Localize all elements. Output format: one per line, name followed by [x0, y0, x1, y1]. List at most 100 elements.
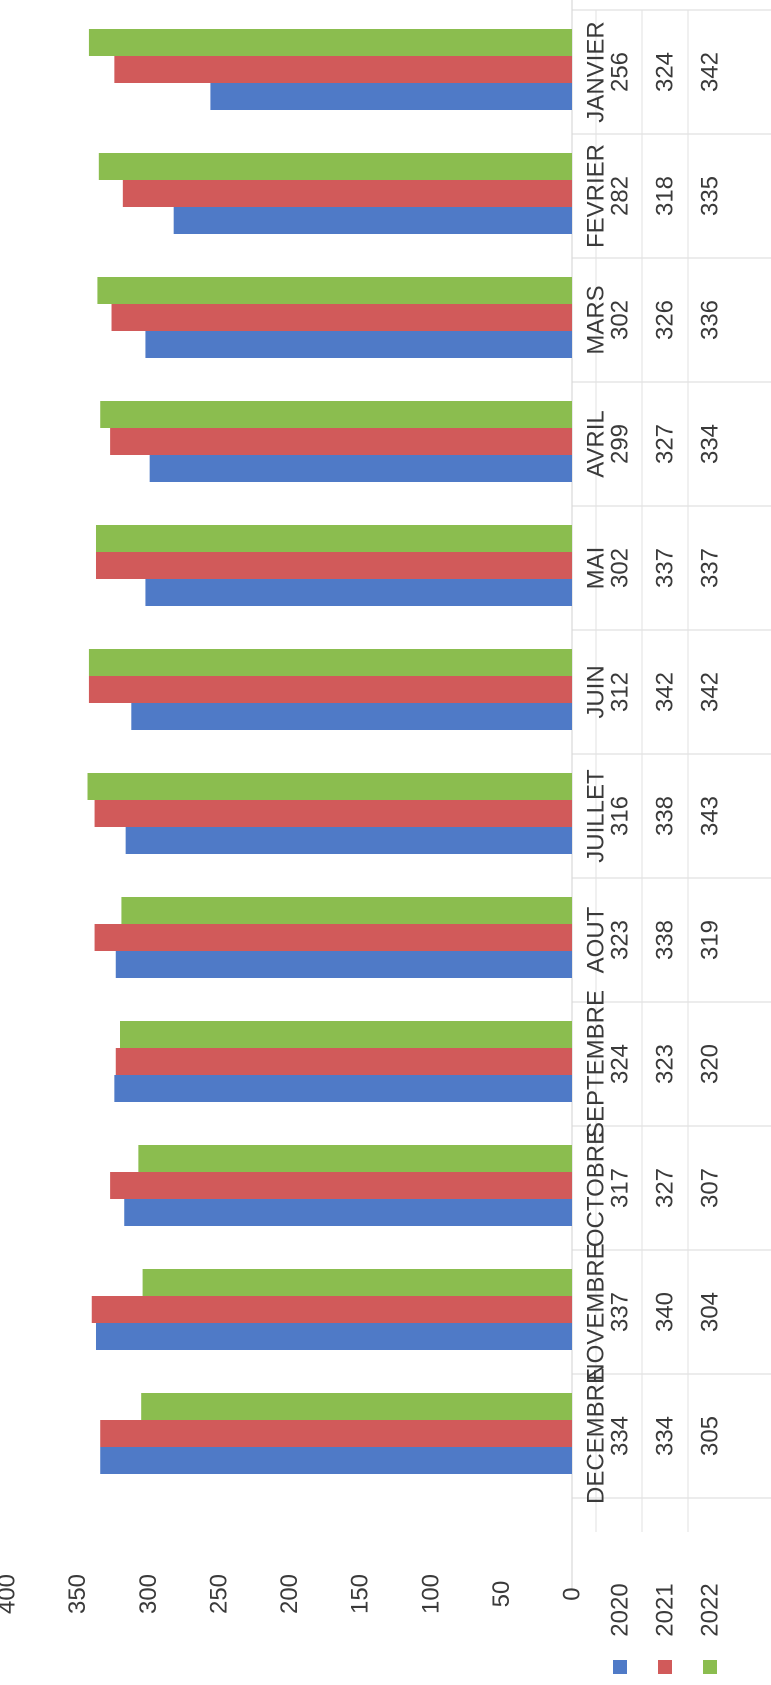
value-tick-label: 300: [135, 1574, 162, 1614]
bar-2020-fevrier: [173, 207, 573, 234]
data-label: 307: [697, 1168, 724, 1208]
data-label: 316: [607, 796, 634, 836]
data-label: 324: [652, 52, 679, 92]
data-label: 319: [697, 920, 724, 960]
bar-2020-avril: [149, 455, 572, 482]
bar-2022-aout: [121, 897, 572, 924]
bar-2021-avril: [110, 428, 573, 455]
data-label: 317: [607, 1168, 634, 1208]
bar-2020-decembre: [100, 1447, 572, 1474]
category-label: AVRIL: [583, 410, 610, 478]
category-label: MARS: [583, 285, 610, 354]
category-label: AOUT: [583, 906, 610, 973]
data-label: 342: [697, 52, 724, 92]
data-label: 282: [607, 176, 634, 216]
data-label: 334: [697, 424, 724, 464]
bar-2020-novembre: [95, 1323, 573, 1350]
data-label: 337: [697, 548, 724, 588]
data-label: 304: [697, 1292, 724, 1332]
bar-2020-aout: [115, 951, 572, 978]
value-tick-label: 400: [0, 1574, 21, 1614]
data-label: 320: [697, 1044, 724, 1084]
data-label: 312: [607, 672, 634, 712]
data-label: 338: [652, 920, 679, 960]
legend-key-2020: [613, 1660, 627, 1674]
value-tick-label: 250: [205, 1574, 232, 1614]
legend-label-2021: 2021: [652, 1583, 679, 1636]
bar-2020-septembre: [114, 1075, 572, 1102]
bar-2022-novembre: [142, 1269, 572, 1296]
data-label: 327: [652, 424, 679, 464]
data-label: 324: [607, 1044, 634, 1084]
value-tick-label: 50: [488, 1581, 515, 1608]
data-label: 338: [652, 796, 679, 836]
value-tick-label: 150: [347, 1574, 374, 1614]
data-label: 340: [652, 1292, 679, 1332]
legend-label-2022: 2022: [697, 1583, 724, 1636]
category-label: MAI: [583, 547, 610, 590]
bar-2021-aout: [94, 924, 572, 951]
value-tick-label: 350: [64, 1574, 91, 1614]
bar-2021-fevrier: [122, 180, 572, 207]
bar-2021-octobre: [110, 1172, 573, 1199]
data-label: 299: [607, 424, 634, 464]
bar-2021-mai: [95, 552, 573, 579]
data-label: 256: [607, 52, 634, 92]
data-label: 302: [607, 548, 634, 588]
bar-2022-fevrier: [98, 153, 572, 180]
bar-2022-janvier: [88, 29, 573, 56]
bar-2022-octobre: [138, 1145, 573, 1172]
data-label: 327: [652, 1168, 679, 1208]
value-tick-label: 200: [276, 1574, 303, 1614]
data-label: 318: [652, 176, 679, 216]
bar-2022-avril: [100, 401, 572, 428]
bar-2021-janvier: [114, 56, 572, 83]
data-label: 336: [697, 300, 724, 340]
value-tick-label: 100: [417, 1574, 444, 1614]
data-label: 334: [652, 1416, 679, 1456]
bar-2021-novembre: [91, 1296, 572, 1323]
category-label: FEVRIER: [583, 144, 610, 248]
legend-key-2022: [703, 1660, 717, 1674]
bar-2020-mai: [145, 579, 573, 606]
bar-2022-decembre: [141, 1393, 572, 1420]
category-label: JANVIER: [583, 21, 610, 122]
data-label: 326: [652, 300, 679, 340]
data-label: 323: [652, 1044, 679, 1084]
data-label: 342: [652, 672, 679, 712]
data-label: 302: [607, 300, 634, 340]
bar-2022-septembre: [120, 1021, 572, 1048]
data-label: 343: [697, 796, 724, 836]
bar-2022-juin: [88, 649, 573, 676]
bar-2020-juin: [131, 703, 573, 730]
category-label: DECEMBRE: [583, 1368, 610, 1504]
legend-key-2021: [658, 1660, 672, 1674]
category-label: JUIN: [583, 665, 610, 718]
bar-2020-mars: [145, 331, 573, 358]
legend-label-2020: 2020: [607, 1583, 634, 1636]
data-label: 334: [607, 1416, 634, 1456]
bar-2021-juillet: [94, 800, 572, 827]
data-label: 323: [607, 920, 634, 960]
value-tick-label: 0: [559, 1587, 586, 1600]
bar-2022-mars: [97, 277, 573, 304]
bar-2021-mars: [111, 304, 573, 331]
category-label: OCTOBRE: [583, 1129, 610, 1247]
bar-2021-septembre: [115, 1048, 572, 1075]
bar-2021-juin: [88, 676, 573, 703]
data-label: 337: [652, 548, 679, 588]
bar-2022-juillet: [87, 773, 572, 800]
data-label: 337: [607, 1292, 634, 1332]
data-label: 305: [697, 1416, 724, 1456]
bar-2021-decembre: [100, 1420, 572, 1447]
category-label: SEPTEMBRE: [583, 990, 610, 1138]
bar-2020-juillet: [125, 827, 573, 854]
bar-2020-octobre: [124, 1199, 573, 1226]
bar-2022-mai: [95, 525, 573, 552]
category-label: NOVEMBRE: [583, 1243, 610, 1380]
data-label: 342: [697, 672, 724, 712]
category-label: JUILLET: [583, 769, 610, 863]
bar-2020-janvier: [210, 83, 572, 110]
data-label: 335: [697, 176, 724, 216]
